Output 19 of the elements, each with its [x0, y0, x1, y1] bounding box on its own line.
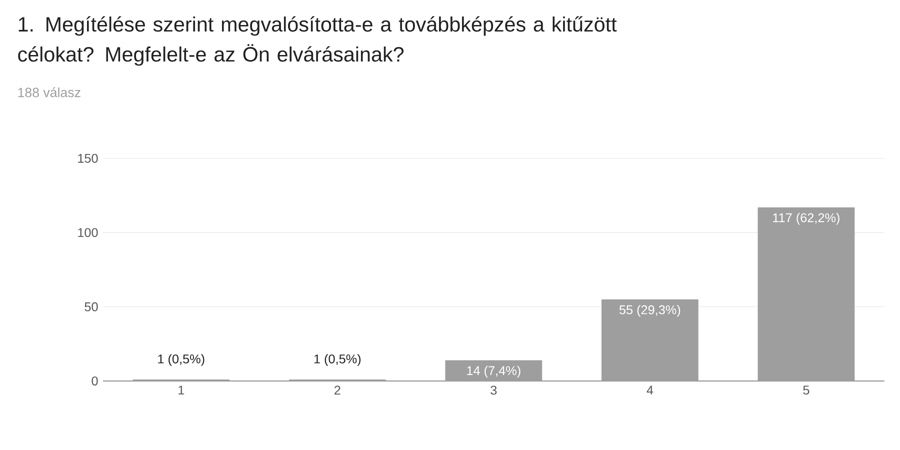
x-tick-label: 2: [334, 386, 340, 395]
y-tick-label: 150: [78, 154, 98, 163]
x-tick-label: 1: [178, 386, 184, 394]
bar: [445, 360, 542, 381]
data-label: 14 (7,4%): [467, 366, 520, 378]
bar: [601, 299, 698, 381]
data-label: 1 (0,5%): [314, 354, 361, 366]
x-tick-label: 3: [490, 386, 497, 395]
x-tick-label: 4: [646, 386, 654, 394]
y-tick-label: 50: [84, 302, 98, 312]
chart-subtitle: 188 válasz: [18, 87, 80, 98]
x-tick-label: 5: [803, 386, 810, 395]
y-tick-label: 100: [78, 228, 98, 238]
data-label: 55 (29,3%): [619, 304, 680, 317]
bar: [758, 207, 855, 381]
chart-title: 1. Megítélése szerint megvalósította-e a továbbképzés a kitűzött célokat? Megfelelt-e az Ön elvárásainak?: [18, 16, 617, 66]
data-label: 1 (0,5%): [158, 354, 204, 366]
y-tick-label: 0: [92, 376, 98, 386]
data-label: 117 (62,2%): [773, 212, 840, 225]
